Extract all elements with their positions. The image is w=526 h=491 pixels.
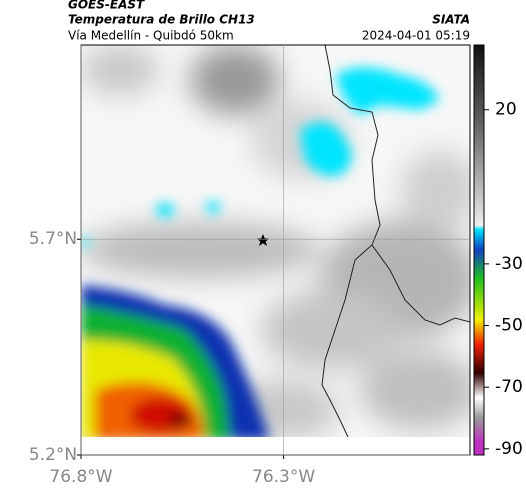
x-tick-label: 76.8°W: [49, 467, 112, 487]
colorbar-label: -70: [495, 377, 523, 397]
colorbar-label: -50: [495, 316, 523, 336]
route: Vía Medellín - Quibdó 50km: [68, 29, 234, 43]
title: GOES-EAST: [68, 0, 145, 12]
colorbar: [473, 44, 485, 456]
timestamp: 2024-04-01 05:19: [362, 29, 470, 43]
colorbar-label: -30: [495, 254, 523, 274]
x-tick-label: 76.3°W: [252, 467, 315, 487]
colorbar-label: 20: [495, 100, 517, 120]
colorbar-label: -90: [495, 439, 523, 459]
y-tick-label: 5.2°N: [29, 445, 77, 465]
y-tick-label: 5.7°N: [29, 229, 77, 249]
satellite-image: [81, 45, 470, 437]
subtitle: Temperatura de Brillo CH13: [68, 13, 255, 27]
source: SIATA: [432, 13, 470, 27]
location-marker: [257, 234, 269, 246]
